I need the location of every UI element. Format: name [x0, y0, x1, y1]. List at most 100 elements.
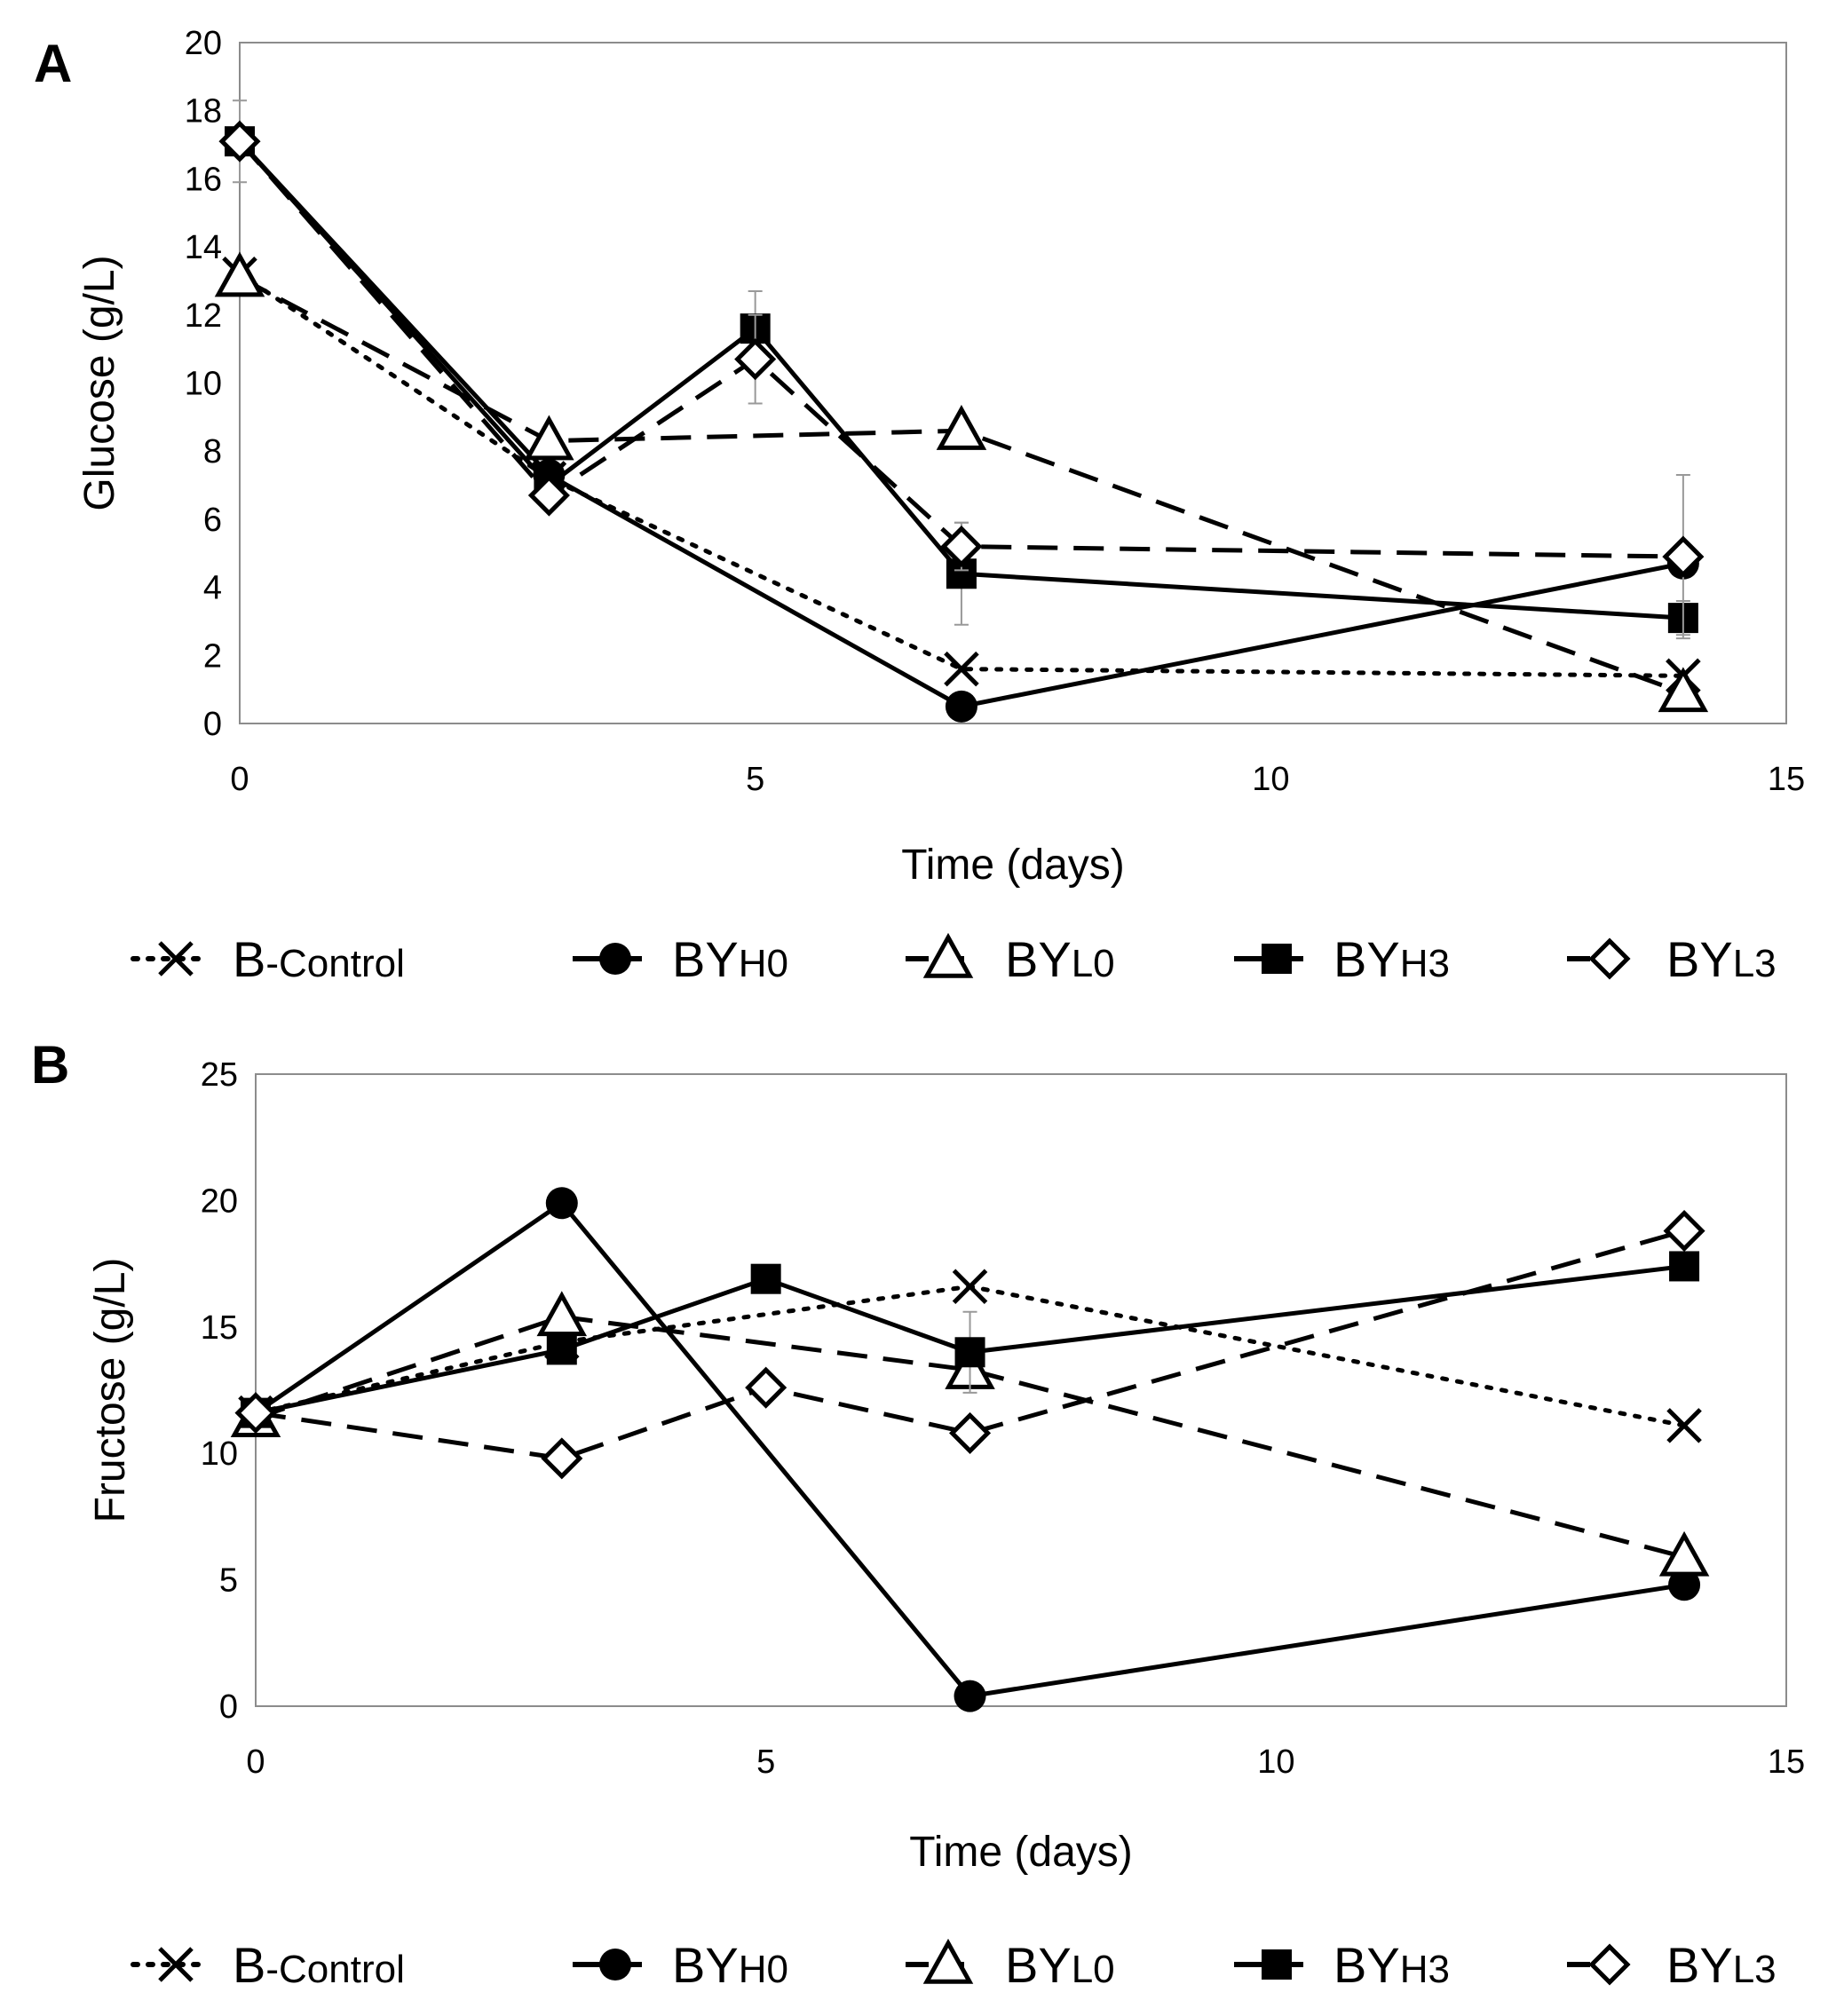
data-point [944, 651, 979, 687]
data-point [545, 1187, 578, 1220]
series-line [253, 1284, 1687, 1428]
legend-item-byh0: BYH0 [573, 931, 788, 987]
y-axis-title: Glucose (g/L) [76, 255, 123, 510]
data-point [214, 251, 265, 297]
data-point [954, 1680, 986, 1712]
series-line [254, 1200, 1685, 1699]
y-tick-label: 8 [203, 433, 222, 470]
legend-marker [599, 943, 631, 975]
legend-marker [1262, 944, 1292, 974]
panel-label: B [31, 1035, 69, 1095]
data-point [1668, 1569, 1701, 1601]
legend-label: BYH0 [672, 1937, 788, 1993]
x-tick-label: 10 [1257, 1743, 1294, 1781]
x-axis-title: Time (days) [901, 842, 1125, 889]
legend-label-sub: H3 [1400, 1948, 1450, 1991]
y-tick-label: 5 [219, 1562, 238, 1600]
x-tick-label: 0 [246, 1743, 265, 1781]
data-point [524, 415, 574, 461]
data-point [954, 1337, 985, 1368]
data-point [1658, 1530, 1710, 1577]
data-point [952, 1269, 988, 1304]
chart-panel-b: B 0 5 10 15 20 25 0 5 10 15 Time (days) Fructose (g/… [31, 1035, 1805, 1993]
plot-area [239, 42, 1787, 724]
y-tick-label: 6 [203, 502, 222, 539]
data-point [541, 1437, 583, 1480]
legend: B-Control BYH0 BYL0 BYH3 BYL3 [131, 1937, 1777, 1993]
legend-item-byh3: BYH3 [1234, 931, 1450, 987]
legend-label: BYH3 [1333, 1937, 1450, 1993]
series-b-control [222, 257, 1701, 694]
data-point [948, 1411, 992, 1454]
series-byl0 [214, 251, 1709, 713]
legend-marker [599, 1949, 631, 1980]
data-point [936, 405, 987, 450]
data-point [546, 1334, 577, 1365]
legend-marker [922, 932, 974, 978]
legend-item-byl0: BYL0 [906, 931, 1115, 987]
legend-marker [1588, 1943, 1631, 1986]
data-point [1662, 535, 1705, 578]
x-tick-label: 5 [756, 1743, 775, 1781]
data-point [745, 1366, 787, 1409]
y-axis-title: Fructose (g/L) [87, 1258, 134, 1523]
series-byh3 [241, 1251, 1700, 1428]
legend-item-byh3: BYH3 [1234, 1937, 1450, 1993]
legend-item-byh0: BYH0 [573, 1937, 788, 1993]
legend-marker [1262, 1949, 1292, 1980]
x-tick-label: 15 [1768, 1743, 1805, 1781]
legend-label: BYH3 [1333, 931, 1450, 987]
legend-label-sub: L0 [1072, 1948, 1115, 1991]
data-point [734, 338, 777, 381]
legend-label-sub: L0 [1072, 942, 1115, 985]
data-point [1666, 1408, 1702, 1443]
y-tick-label: 2 [203, 637, 222, 675]
data-point [234, 1392, 277, 1435]
series-line [238, 275, 1684, 695]
y-tick-label: 18 [185, 93, 222, 130]
data-point [945, 690, 977, 723]
legend-marker [1588, 937, 1631, 980]
series-line [238, 139, 1683, 559]
chart-panel-a: A 0 2 4 6 8 10 12 14 16 18 20 0 5 10 15 Time (days) Gluco… [34, 25, 1805, 987]
data-point [940, 526, 983, 568]
legend-label-sub: H0 [739, 942, 788, 985]
x-tick-label: 0 [230, 761, 249, 798]
y-tick-label: 20 [201, 1182, 238, 1220]
legend-item-byl3: BYL3 [1567, 1937, 1777, 1993]
legend-label: BYL0 [1005, 1937, 1115, 1993]
plot-area [255, 1073, 1787, 1707]
legend-marker [158, 941, 194, 976]
data-point [536, 1291, 588, 1337]
legend-label: BYL3 [1666, 931, 1777, 987]
legend-item-b-control: B-Control [131, 1937, 405, 1993]
data-point [218, 120, 261, 162]
x-axis-title: Time (days) [909, 1829, 1133, 1876]
series-line [237, 272, 1686, 678]
legend-label-sub: -Control [265, 1948, 405, 1991]
y-tick-label: 12 [185, 297, 222, 335]
legend-label-sub: -Control [265, 942, 405, 985]
series-byl3 [234, 1210, 1705, 1480]
legend: B-Control BYH0 BYL0 BYH3 BYL3 [131, 931, 1777, 987]
legend-label: B-Control [233, 1937, 405, 1993]
y-tick-label: 20 [185, 25, 222, 62]
data-point [1669, 1251, 1700, 1282]
data-point [527, 474, 570, 517]
data-point [1658, 667, 1709, 713]
legend-label: BYH0 [672, 931, 788, 987]
x-tick-label: 10 [1252, 761, 1289, 798]
panel-label: A [34, 34, 72, 93]
data-point [1663, 1210, 1705, 1253]
series-line [238, 139, 1684, 709]
y-tick-label: 16 [185, 161, 222, 198]
legend-item-byl0: BYL0 [906, 1937, 1115, 1993]
legend-label: BYL0 [1005, 931, 1115, 987]
legend-label-sub: L3 [1733, 1948, 1777, 1991]
y-tick-label: 14 [185, 229, 222, 266]
x-tick-label: 5 [746, 761, 764, 798]
y-tick-label: 25 [201, 1056, 238, 1094]
legend-marker [922, 1938, 974, 1984]
